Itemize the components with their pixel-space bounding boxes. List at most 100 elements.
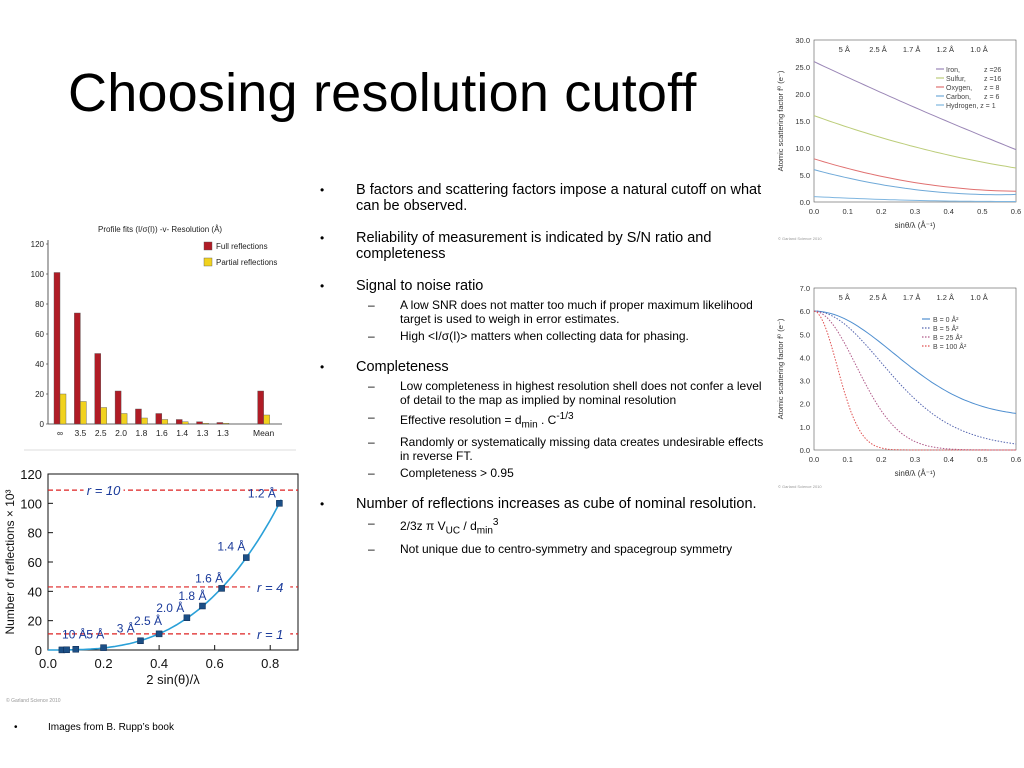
resolution-label: 10 Å <box>62 626 87 641</box>
y-tick-label: 20 <box>28 614 42 629</box>
bar-partial <box>263 414 270 425</box>
reference-label-bg <box>250 624 291 641</box>
uc-subscript: UC <box>445 525 461 537</box>
bar-full <box>196 421 203 425</box>
reference-line-label: r = 4 <box>257 580 283 595</box>
x-axis-label: 2 sin(θ)/λ <box>146 672 200 687</box>
x-tick-label: 1.4 <box>176 428 188 438</box>
top-resolution-label: 5 Å <box>839 45 850 54</box>
data-point <box>72 646 80 653</box>
sub-bullet-text: Effective resolution = d <box>400 413 522 427</box>
y-tick-label: 120 <box>20 467 42 482</box>
sub-bullet-text: Completeness > 0.95 <box>400 466 514 481</box>
top-resolution-label: 1.2 Å <box>937 45 955 54</box>
bar-partial <box>59 393 67 425</box>
legend-z: z =16 <box>984 76 1001 83</box>
x-tick-label: 0.2 <box>876 455 886 464</box>
x-tick-label: 2.0 <box>115 428 127 438</box>
slide-title: Choosing resolution cutoff <box>68 63 697 123</box>
y-axis-label: Number of reflections × 10³ <box>3 489 17 634</box>
bullet-completeness: • Completeness – Low completeness in high… <box>320 359 765 480</box>
y-tick-label: 120 <box>31 240 45 249</box>
legend-label: Carbon, <box>946 94 971 101</box>
bullet-dot: • <box>320 183 325 197</box>
y-axis-label: Atomic scattering factor f⁰ (e⁻) <box>776 70 785 171</box>
bar-partial <box>80 401 87 425</box>
sub-bullet-text: 2/3z π V <box>400 519 446 534</box>
data-point <box>137 637 144 645</box>
y-tick-label: 60 <box>35 330 44 339</box>
bar-full <box>216 422 224 425</box>
x-tick-label: 0.2 <box>95 656 113 671</box>
x-tick-label: 0.6 <box>206 656 224 671</box>
x-tick-label: 0.1 <box>842 455 852 464</box>
y-tick-label: 15.0 <box>795 117 810 126</box>
legend-label: B = 100 Å² <box>933 342 967 351</box>
y-tick-label: 100 <box>20 496 42 511</box>
legend-swatch <box>203 241 213 251</box>
y-axis-label: Atomic scattering factor f⁰ (e⁻) <box>776 318 785 419</box>
top-resolution-label: 5 Å <box>839 293 850 302</box>
plot-frame <box>813 287 1017 451</box>
top-resolution-label: 2.5 Å <box>869 45 887 54</box>
sub-bullet: – Effective resolution = dmin . C-1/3 <box>368 410 574 431</box>
x-axis-label: sinθ/λ (Å⁻¹) <box>895 469 936 478</box>
chart-title: Profile fits (I/σ(I)) -v- Resolution (Å) <box>98 225 222 234</box>
series-line <box>813 158 1017 192</box>
bullet-dot: • <box>320 279 325 293</box>
bar-partial <box>161 419 169 425</box>
top-resolution-label: 2.5 Å <box>869 293 887 302</box>
y-tick-label: 7.0 <box>800 284 810 293</box>
sub-bullet: – A low SNR does not matter too much if p… <box>368 298 753 326</box>
x-tick-label: 1.8 <box>136 428 148 438</box>
bullet-text: Reliability of measurement is indicated … <box>356 230 712 262</box>
legend-label: Sulfur, <box>946 76 966 83</box>
data-point <box>199 602 206 610</box>
x-tick-label: ∞ <box>57 428 63 438</box>
x-tick-label: 1.6 <box>156 428 168 438</box>
footnote: • Images from B. Rupp’s book <box>14 722 174 733</box>
bullet-dot: • <box>14 722 18 733</box>
x-tick-label: 0.0 <box>809 455 819 464</box>
series-line <box>813 310 1016 451</box>
sub-bullet: – Not unique due to centro-symmetry and s… <box>368 541 733 556</box>
data-point <box>243 554 250 561</box>
data-point <box>63 646 70 654</box>
figure-credit: © Garland Science 2010 <box>778 236 822 241</box>
resolution-label: 3 Å <box>117 620 135 635</box>
scattering-factor-bfactor-chart: 0.0 1.0 2.0 3.0 4.0 5.0 6.0 7.0 0.0 0.1 0.2 0.3 0.4 0… <box>776 284 1021 489</box>
bar-full <box>94 353 101 425</box>
resolution-label: 1.4 Å <box>217 538 245 553</box>
y-tick-label: 30.0 <box>795 36 810 45</box>
x-tick-label: 0.4 <box>943 207 953 216</box>
footnote-text: Images from B. Rupp’s book <box>48 722 174 733</box>
formula-mid: / d <box>460 519 477 534</box>
data-point <box>218 585 225 592</box>
legend-swatch <box>203 257 213 267</box>
y-tick-label: 1.0 <box>800 423 810 432</box>
resolution-label: 2.5 Å <box>134 613 162 628</box>
sub-bullet: – Completeness > 0.95 <box>368 466 514 481</box>
y-tick-label: 80 <box>28 526 42 541</box>
sub-bullet: – High <I/σ(I)> matters when collecting d… <box>368 329 689 343</box>
y-tick-label: 60 <box>28 555 42 570</box>
series-line <box>813 169 1017 196</box>
bar-partial <box>141 417 148 425</box>
top-resolution-label: 1.7 Å <box>903 293 921 302</box>
bullet-dot: • <box>320 231 325 245</box>
x-tick-label: 0.0 <box>39 656 57 671</box>
y-tick-label: 0.0 <box>800 446 810 455</box>
data-point <box>100 644 107 651</box>
sub-bullet: –2/3z π VUC / dmin3 <box>368 516 499 537</box>
sub-bullet: – Randomly or systematically missing data… <box>368 435 764 464</box>
sub-bullet-text: High <I/σ(I)> matters when collecting da… <box>400 329 689 343</box>
series-line <box>813 310 1017 445</box>
data-point <box>155 630 163 638</box>
y-tick-label: 20 <box>35 390 44 399</box>
legend-label: Oxygen, <box>946 85 972 92</box>
x-tick-label: 0.4 <box>943 455 953 464</box>
top-resolution-label: 1.2 Å <box>937 293 955 302</box>
bullet-text: Number of reflections increases as cube … <box>356 496 757 513</box>
scattering-factor-elements-chart: 0.0 5.0 10.0 15.0 20.0 25.0 30.0 0.0 0.1 0.2 0.3 0.… <box>776 36 1021 241</box>
figure-credit: © Garland Science 2010 <box>778 484 822 489</box>
